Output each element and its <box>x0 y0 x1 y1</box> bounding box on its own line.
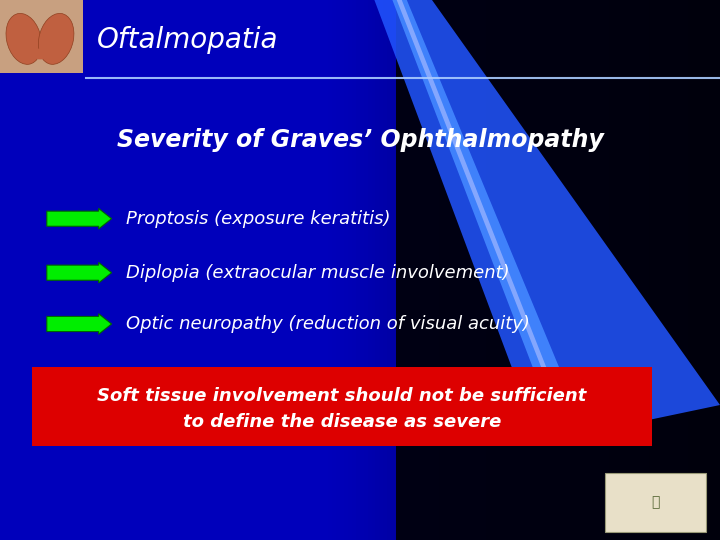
Text: Oftalmopatia: Oftalmopatia <box>97 26 279 54</box>
Polygon shape <box>374 0 720 443</box>
FancyArrow shape <box>47 262 112 283</box>
Text: Proptosis (exposure keratitis): Proptosis (exposure keratitis) <box>126 210 390 228</box>
Text: Optic neuropathy (reduction of visual acuity): Optic neuropathy (reduction of visual ac… <box>126 315 530 333</box>
Text: 👑: 👑 <box>651 495 660 509</box>
Text: Severity of Graves’ Ophthalmopathy: Severity of Graves’ Ophthalmopathy <box>117 129 603 152</box>
FancyBboxPatch shape <box>32 367 652 446</box>
Text: to define the disease as severe: to define the disease as severe <box>183 413 501 431</box>
Text: Diplopia (extraocular muscle involvement): Diplopia (extraocular muscle involvement… <box>126 264 510 282</box>
FancyBboxPatch shape <box>0 0 83 73</box>
FancyArrow shape <box>47 208 112 229</box>
Ellipse shape <box>38 14 74 64</box>
Polygon shape <box>392 0 590 443</box>
Ellipse shape <box>30 49 51 59</box>
FancyArrow shape <box>47 314 112 334</box>
Ellipse shape <box>6 14 42 64</box>
Polygon shape <box>397 0 576 443</box>
Polygon shape <box>396 0 720 540</box>
Text: Soft tissue involvement should not be sufficient: Soft tissue involvement should not be su… <box>97 387 587 405</box>
FancyBboxPatch shape <box>605 472 706 532</box>
